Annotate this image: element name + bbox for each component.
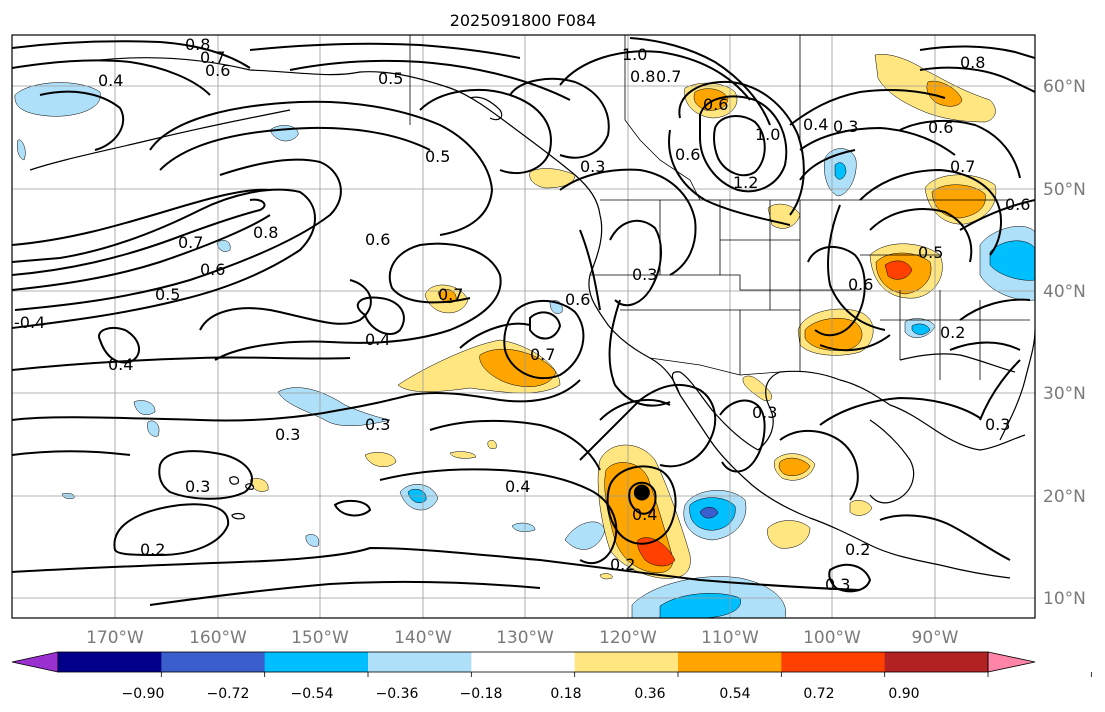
lat-label: 20°N: [1043, 487, 1086, 507]
contour-label: 0.3: [632, 265, 657, 284]
colorbar-tick-label: −0.54: [291, 686, 334, 702]
contour-label: 0.7: [656, 67, 681, 86]
lon-label: 120°W: [599, 628, 657, 648]
contour-label: 0.6: [365, 230, 390, 249]
location-marker: [633, 484, 650, 501]
lon-label: 160°W: [189, 628, 247, 648]
contour-label: 0.6: [848, 275, 873, 294]
colorbar-tick-label: 0.90: [888, 686, 919, 702]
lon-label: 130°W: [496, 628, 554, 648]
contour-label: 0.3: [365, 415, 390, 434]
colorbar-tick-label: −0.36: [376, 686, 419, 702]
contour-label: 0.4: [98, 71, 123, 90]
contour-label: 0.7: [200, 48, 225, 67]
contour-label: 0.8: [185, 35, 210, 54]
political-borders: [409, 35, 1030, 380]
contour-label: 1.0: [755, 125, 780, 144]
contour-label: 0.3: [825, 575, 850, 594]
lat-label: 30°N: [1043, 384, 1086, 404]
contour-label: 0.6: [703, 95, 728, 114]
contour-label: 1.2: [733, 173, 758, 192]
contour-lines: [12, 37, 1035, 606]
contour-label: 0.5: [378, 69, 403, 88]
contour-label: 0.2: [845, 540, 870, 559]
colorbar-segment: [574, 652, 679, 672]
lon-label: 150°W: [291, 628, 349, 648]
contour-label: 0.6: [205, 61, 230, 80]
contour-label: -0.4: [14, 313, 45, 332]
coastlines: [29, 57, 1035, 579]
colorbar-tick-label: −0.90: [122, 686, 165, 702]
colorbar-tick-label: −0.72: [207, 686, 250, 702]
colorbar-segment: [161, 652, 266, 672]
contour-labels: 0.8 0.7 0.6 0.4 0.5 0.5 0.7 0.8 0.6 0.5 …: [14, 35, 1030, 594]
contour-label: 0.8: [253, 223, 278, 242]
contour-label: 1.0: [622, 45, 647, 64]
colorbar-extend-low: [11, 651, 59, 673]
lat-label: 60°N: [1043, 77, 1086, 97]
colorbar-segment: [58, 652, 162, 672]
lon-label: 140°W: [394, 628, 452, 648]
longitude-labels: 170°W 160°W 150°W 140°W 130°W 120°W 110°…: [86, 628, 959, 648]
contour-label: 0.5: [425, 147, 450, 166]
contour-label: 0.4: [505, 477, 530, 496]
map-title: 2025091800 F084: [450, 11, 597, 30]
colorbar-segment: [884, 652, 989, 672]
lat-label: 50°N: [1043, 180, 1086, 200]
colorbar-tick-label: 0.36: [634, 686, 665, 702]
contour-label: 0.3: [185, 477, 210, 496]
map-panel: 0.8 0.7 0.6 0.4 0.5 0.5 0.7 0.8 0.6 0.5 …: [11, 34, 1036, 619]
contour-label: 0.3: [580, 157, 605, 176]
contour-label: 0.7: [530, 345, 555, 364]
contour-label: 0.6: [200, 260, 225, 279]
colorbar-extend-high: [987, 651, 1036, 673]
contour-label: 0.3: [275, 425, 300, 444]
contour-label: 0.7: [178, 233, 203, 252]
colorbar-tick-label: 0.72: [803, 686, 834, 702]
contour-label: 0.5: [918, 243, 943, 262]
contour-label: 0.4: [803, 115, 828, 134]
contour-label: 0.3: [752, 403, 777, 422]
lon-label: 90°W: [912, 628, 959, 648]
colorbar-segment: [781, 652, 886, 672]
colorbar-segment: [471, 652, 576, 672]
lon-label: 110°W: [701, 628, 759, 648]
contour-label: 0.7: [950, 157, 975, 176]
contour-label: 0.7: [438, 285, 463, 304]
contour-label: 0.3: [833, 117, 858, 136]
colorbar-tick-label: 0.54: [719, 686, 750, 702]
contour-label: 0.2: [140, 540, 165, 559]
colorbar-tick-label: −0.18: [460, 686, 503, 702]
contour-label: 0.5: [155, 285, 180, 304]
lon-label: 100°W: [803, 628, 861, 648]
colorbar-tick-labels: −0.90 −0.72 −0.54 −0.36 −0.18 0.18 0.36 …: [122, 686, 920, 702]
contour-label: 0.2: [610, 555, 635, 574]
contour-label: 0.8: [630, 67, 655, 86]
contour-label: 0.4: [365, 330, 390, 349]
contour-label: 0.6: [675, 145, 700, 164]
lat-label: 10°N: [1043, 589, 1086, 609]
colorbar: −0.90 −0.72 −0.54 −0.36 −0.18 0.18 0.36 …: [11, 651, 1092, 702]
colorbar-segment: [368, 652, 472, 672]
colorbar-segment: [264, 652, 369, 672]
contour-label: 0.2: [940, 323, 965, 342]
colorbar-tick-label: 0.18: [550, 686, 581, 702]
lat-label: 40°N: [1043, 282, 1086, 302]
contour-label: 0.6: [1005, 195, 1030, 214]
lon-label: 170°W: [86, 628, 144, 648]
contour-label: 0.6: [928, 118, 953, 137]
colorbar-frame: [57, 651, 989, 673]
latitude-labels: 60°N 50°N 40°N 30°N 20°N 10°N: [1043, 77, 1086, 609]
contour-label: 0.8: [960, 53, 985, 72]
colorbar-segment: [678, 652, 782, 672]
contour-label: 0.6: [565, 290, 590, 309]
contour-label: 0.3: [985, 415, 1010, 434]
contour-label: 0.4: [632, 505, 657, 524]
contour-label: 0.4: [108, 355, 133, 374]
